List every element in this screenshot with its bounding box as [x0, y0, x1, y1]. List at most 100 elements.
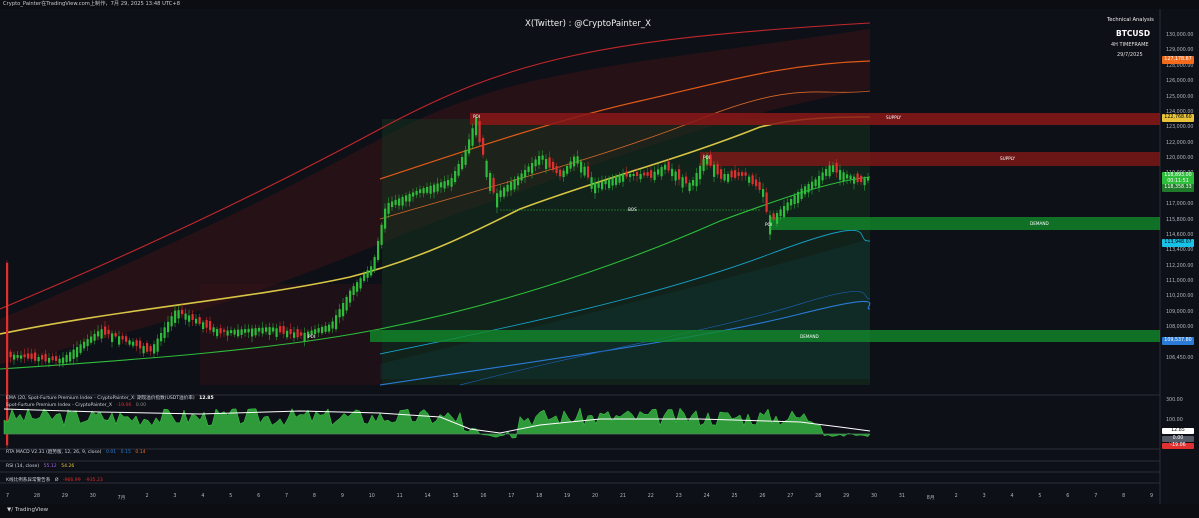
window-title: Crypto_Painter在TradingView.com上制作，7月 29,… [3, 1, 181, 7]
candle [153, 344, 156, 354]
time-axis-label: 25 [731, 494, 738, 499]
candle [475, 117, 478, 136]
tradingview-logo[interactable]: ▼/ TradingView [7, 507, 48, 513]
candle [83, 341, 86, 349]
price-axis-label: 126,000.00 [1166, 79, 1194, 85]
candlestick-series [6, 114, 870, 449]
rsi-legend[interactable]: RSI (14, close) 55.12 54.26 [6, 464, 77, 470]
time-axis-label: 28 [815, 494, 822, 499]
candle [443, 181, 446, 189]
candle [139, 340, 142, 349]
candle [478, 121, 481, 143]
candle [247, 328, 250, 333]
time-axis-label: 9 [1150, 494, 1154, 499]
candle [541, 155, 544, 160]
candle [622, 174, 625, 182]
candle [685, 176, 688, 184]
candle [132, 341, 135, 346]
ta-date: 29/7/2025 [1117, 52, 1143, 58]
upper-band-inner [379, 90, 871, 220]
candle [594, 182, 597, 194]
price-axis-label: 123,000.00 [1166, 125, 1194, 131]
macd-v1: 0.01 [105, 450, 117, 455]
candle [34, 352, 37, 361]
candle [751, 175, 754, 185]
k-warning-legend[interactable]: K线比例系异常警告系 Ø -966.99 -935.23 [6, 478, 106, 484]
candle [569, 161, 572, 169]
candle [800, 188, 803, 199]
time-axis-label: 6 [1066, 494, 1070, 499]
candle [699, 166, 702, 180]
premium-index-legend[interactable]: Spot-Furture Premium Index - CryptoPaint… [6, 403, 149, 409]
premium-ema-legend[interactable]: EMA (20, Spot-Furture Premium Index - Cr… [6, 396, 217, 402]
premium-ema-label: EMA (20, Spot-Furture Premium Index - Cr… [6, 396, 195, 401]
candle [653, 171, 656, 180]
candle [499, 190, 502, 198]
candle [261, 327, 264, 334]
ema-yellow-line [0, 116, 871, 335]
time-axis-label: 7月 [117, 496, 126, 501]
time-axis-label: 10 [368, 494, 375, 499]
candle [13, 354, 16, 360]
candle [639, 174, 642, 180]
candle [20, 355, 23, 359]
candle [170, 316, 173, 327]
candle [303, 332, 306, 342]
candle [482, 137, 485, 155]
candle [552, 161, 555, 171]
time-axis-label: 9 [340, 494, 344, 499]
candle [380, 224, 383, 245]
candle [160, 333, 163, 342]
candle [373, 257, 376, 271]
candle [625, 171, 628, 177]
candle [786, 202, 789, 211]
candle [202, 322, 205, 329]
time-axis-label: 8 [312, 494, 316, 499]
candle [510, 182, 513, 191]
macd-legend[interactable]: RTA MACD V2.31 (趋势版, 12, 26, 9, close) 0… [6, 450, 149, 456]
candle [583, 166, 586, 176]
premium-ema-line [3, 408, 871, 434]
candle [6, 262, 9, 446]
premium-index-panel [3, 407, 871, 439]
candle [23, 354, 26, 357]
candle [832, 165, 835, 173]
candle [251, 328, 254, 337]
rsi-v2: 54.26 [61, 464, 75, 469]
candle [272, 327, 275, 332]
ta-heading: Technical Analysis [1107, 17, 1154, 23]
candle [769, 215, 772, 235]
k-warning-v1: Ø [54, 478, 59, 483]
candle [366, 270, 369, 278]
time-axis-label: 7 [6, 494, 10, 499]
ta-timeframe: 4H TIMEFRAME [1111, 42, 1149, 48]
candle [496, 193, 499, 208]
candle [41, 355, 44, 360]
candle [706, 155, 709, 165]
candle [426, 187, 429, 193]
candle [55, 356, 58, 361]
candle [86, 339, 89, 347]
candle [65, 354, 68, 363]
candle [450, 178, 453, 187]
demand-zone-low-label: DEMAND [800, 334, 819, 339]
candle [835, 162, 838, 173]
upper-band-outer [0, 22, 871, 310]
candle [506, 184, 509, 192]
price-tag: 00:11:51 [1162, 178, 1194, 186]
k-warning-label: K线比例系异常警告系 [6, 478, 51, 483]
candle [384, 208, 387, 229]
price-tag: 122,768.60 [1162, 114, 1194, 122]
candle [338, 309, 341, 318]
chart-canvas[interactable] [0, 9, 1199, 504]
time-axis-label: 24 [703, 494, 710, 499]
lower-band-blue-outer [459, 291, 871, 386]
time-axis-label: 8 [1122, 494, 1126, 499]
candle [790, 199, 793, 206]
candle [674, 171, 677, 181]
candle [370, 266, 373, 276]
demand-zone-low [370, 330, 1160, 342]
price-tag: 118,893.00 [1162, 172, 1194, 180]
upper-band-fill [0, 29, 870, 364]
time-axis-label: 30 [870, 494, 878, 499]
